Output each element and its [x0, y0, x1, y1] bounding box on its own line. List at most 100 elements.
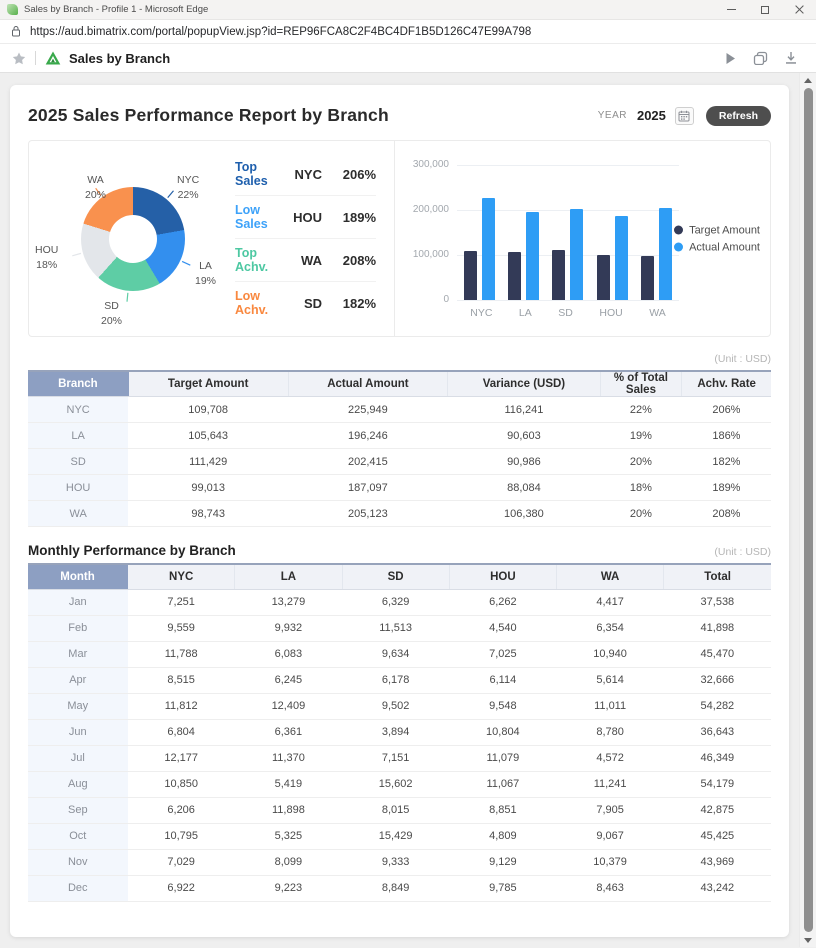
scrollbar-thumb[interactable] [803, 88, 813, 932]
calendar-picker-button[interactable] [674, 106, 694, 125]
table-row: SD 111,429 202,415 90,986 20% 182% [28, 448, 771, 475]
donut-leader-line [126, 292, 129, 302]
table-row: Feb 9,559 9,932 11,513 4,540 6,354 41,898 [28, 615, 771, 642]
table-row: Oct 10,795 5,325 15,429 4,809 9,067 45,425 [28, 823, 771, 850]
value-cell: 8,849 [342, 875, 450, 902]
scroll-up-button[interactable] [800, 73, 816, 87]
bar-target-amount [552, 249, 566, 300]
row-header-cell: Jan [28, 589, 128, 616]
download-icon[interactable] [784, 51, 798, 65]
bar-target-amount [641, 255, 655, 300]
page-viewport: 2025 Sales Performance Report by Branch … [0, 73, 816, 947]
row-header-cell: Jul [28, 745, 128, 772]
value-cell: 8,851 [449, 797, 557, 824]
value-cell: 15,602 [342, 771, 450, 798]
value-cell: 11,812 [127, 693, 235, 720]
donut-label-value: 18% [36, 258, 58, 271]
value-cell: 9,223 [234, 875, 343, 902]
security-lock-icon [12, 26, 20, 37]
donut-label-sd: SD 20% [101, 299, 122, 328]
column-header: LA [234, 564, 343, 590]
value-cell: 12,177 [127, 745, 235, 772]
donut-label-value: 19% [195, 274, 217, 287]
value-cell: 6,262 [449, 589, 557, 616]
legend-label: Target Amount [689, 224, 760, 236]
value-cell: 7,029 [127, 849, 235, 876]
table-row: LA 105,643 196,246 90,603 19% 186% [28, 422, 771, 449]
donut-kpi-panel: NYC 22% LA 19% SD 20% HOU 18% WA 20% Top Sales NYC… [29, 141, 395, 336]
row-header-cell: WA [28, 500, 129, 527]
kpi-row: Top Sales NYC 206% [235, 153, 376, 196]
report-header: 2025 Sales Performance Report by Branch … [28, 105, 771, 126]
refresh-button[interactable]: Refresh [705, 105, 771, 126]
kpi-row: Low Achv. SD 182% [235, 282, 376, 324]
scroll-down-button[interactable] [800, 933, 816, 947]
value-cell: 11,898 [234, 797, 343, 824]
table-row: Mar 11,788 6,083 9,634 7,025 10,940 45,470 [28, 641, 771, 668]
value-cell: 9,785 [449, 875, 557, 902]
run-play-icon[interactable] [724, 52, 737, 65]
report-filter-controls: YEAR 2025 Refresh [598, 105, 771, 126]
app-toolbar: Sales by Branch [0, 44, 816, 73]
value-cell: 9,634 [342, 641, 450, 668]
x-axis-label: NYC [470, 307, 493, 319]
summary-unit-label: (Unit : USD) [714, 353, 771, 365]
bar-group-hou [596, 165, 628, 300]
value-cell: 43,242 [663, 875, 771, 902]
column-header: Target Amount [128, 371, 289, 397]
value-cell: 9,559 [127, 615, 235, 642]
kpi-branch: HOU [293, 209, 322, 225]
table-row: Jul 12,177 11,370 7,151 11,079 4,572 46,349 [28, 745, 771, 772]
value-cell: 99,013 [128, 474, 289, 501]
monthly-section-header: Monthly Performance by Branch (Unit : US… [28, 543, 771, 558]
value-cell: 13,279 [234, 589, 343, 616]
value-cell: 206% [681, 396, 771, 423]
vertical-scrollbar[interactable] [799, 73, 816, 947]
minimize-button[interactable] [714, 0, 748, 19]
value-cell: 3,894 [342, 719, 450, 746]
value-cell: 45,425 [663, 823, 771, 850]
value-cell: 10,940 [556, 641, 664, 668]
save-copy-icon[interactable] [753, 51, 768, 65]
kpi-list: Top Sales NYC 206% Low Sales HOU 189% Top Achv… [233, 141, 394, 336]
donut-label-hou: HOU 18% [35, 243, 58, 272]
window-favicon-icon [7, 4, 18, 15]
column-header: NYC [127, 564, 236, 590]
summary-table: Branch Target Amount Actual Amount Variance… [28, 370, 771, 527]
value-cell: 187,097 [288, 474, 448, 501]
charts-row: NYC 22% LA 19% SD 20% HOU 18% WA 20% Top Sales NYC… [28, 140, 771, 337]
x-axis-label: HOU [599, 307, 623, 319]
value-cell: 202,415 [288, 448, 448, 475]
value-cell: 9,067 [556, 823, 664, 850]
maximize-button[interactable] [748, 0, 782, 19]
favorite-star-icon[interactable] [12, 52, 26, 65]
value-cell: 54,282 [663, 693, 771, 720]
value-cell: 8,780 [556, 719, 664, 746]
year-input[interactable]: 2025 [636, 108, 666, 123]
value-cell: 8,515 [127, 667, 235, 694]
gridline [457, 165, 679, 166]
table-row: Jun 6,804 6,361 3,894 10,804 8,780 36,643 [28, 719, 771, 746]
value-cell: 45,470 [663, 641, 771, 668]
donut-leader-line [181, 260, 191, 266]
value-cell: 12,409 [234, 693, 343, 720]
gridline [457, 255, 679, 256]
value-cell: 6,245 [234, 667, 343, 694]
table-row: Apr 8,515 6,245 6,178 6,114 5,614 32,666 [28, 667, 771, 694]
value-cell: 90,603 [447, 422, 601, 449]
kpi-branch: WA [301, 252, 322, 268]
address-input[interactable]: https://aud.bimatrix.com/portal/popupVie… [30, 25, 532, 38]
value-cell: 90,986 [447, 448, 601, 475]
bar-actual-amount [659, 207, 673, 300]
legend-swatch [674, 225, 684, 235]
value-cell: 15,429 [342, 823, 450, 850]
donut-label-value: 20% [101, 314, 123, 327]
report-title: 2025 Sales Performance Report by Branch [28, 105, 389, 125]
bar-group-nyc [463, 165, 495, 300]
legend-item: Actual Amount [674, 241, 760, 253]
bar-actual-amount [570, 208, 584, 300]
close-button[interactable] [782, 0, 816, 19]
kpi-label: Low Achv. [235, 289, 269, 317]
row-header-cell: Nov [28, 849, 128, 876]
report-card: 2025 Sales Performance Report by Branch … [10, 85, 789, 937]
